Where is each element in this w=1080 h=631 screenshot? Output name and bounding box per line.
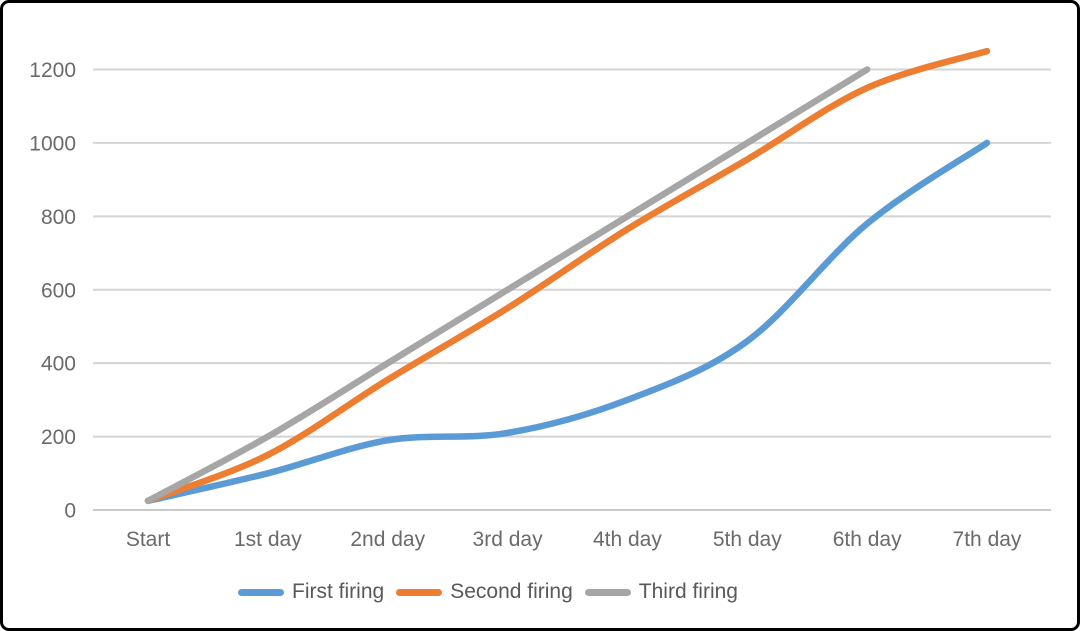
legend-label-third-firing: Third firing [638,580,738,603]
x-tick-label: Start [126,528,171,551]
x-tick-label: 7th day [953,528,1022,551]
legend-label-second-firing: Second firing [450,580,573,603]
chart-legend: First firing Second firing Third firing [3,580,1025,604]
y-tick-label: 400 [41,353,76,376]
x-tick-label: 6th day [833,528,902,551]
legend-item-third-firing: Third firing [584,580,738,604]
x-tick-label: 2nd day [350,528,425,551]
x-tick-label: 5th day [713,528,782,551]
y-tick-label: 0 [64,500,76,523]
first-firing-line-marker-icon [238,588,285,596]
y-tick-label: 1000 [29,132,76,155]
legend-item-second-firing: Second firing [396,580,573,604]
y-tick-label: 200 [41,426,76,449]
y-tick-label: 800 [41,206,76,229]
x-tick-label: 4th day [593,528,662,551]
x-tick-label: 1st day [234,528,302,551]
second-firing-line-marker-icon [396,588,443,596]
y-tick-label: 600 [41,279,76,302]
series-line-second-firing [144,47,991,505]
legend-label-first-firing: First firing [292,580,385,603]
series-line-first-firing [144,139,991,505]
y-tick-label: 1200 [29,59,76,82]
legend-item-first-firing: First firing [238,580,384,604]
x-tick-label: 3rd day [473,528,544,551]
third-firing-line-marker-icon [584,588,631,596]
line-chart: 0 200 400 600 800 1000 1200 Start 1st day 2nd day… [29,47,1051,551]
series-line-third-firing [144,66,871,505]
